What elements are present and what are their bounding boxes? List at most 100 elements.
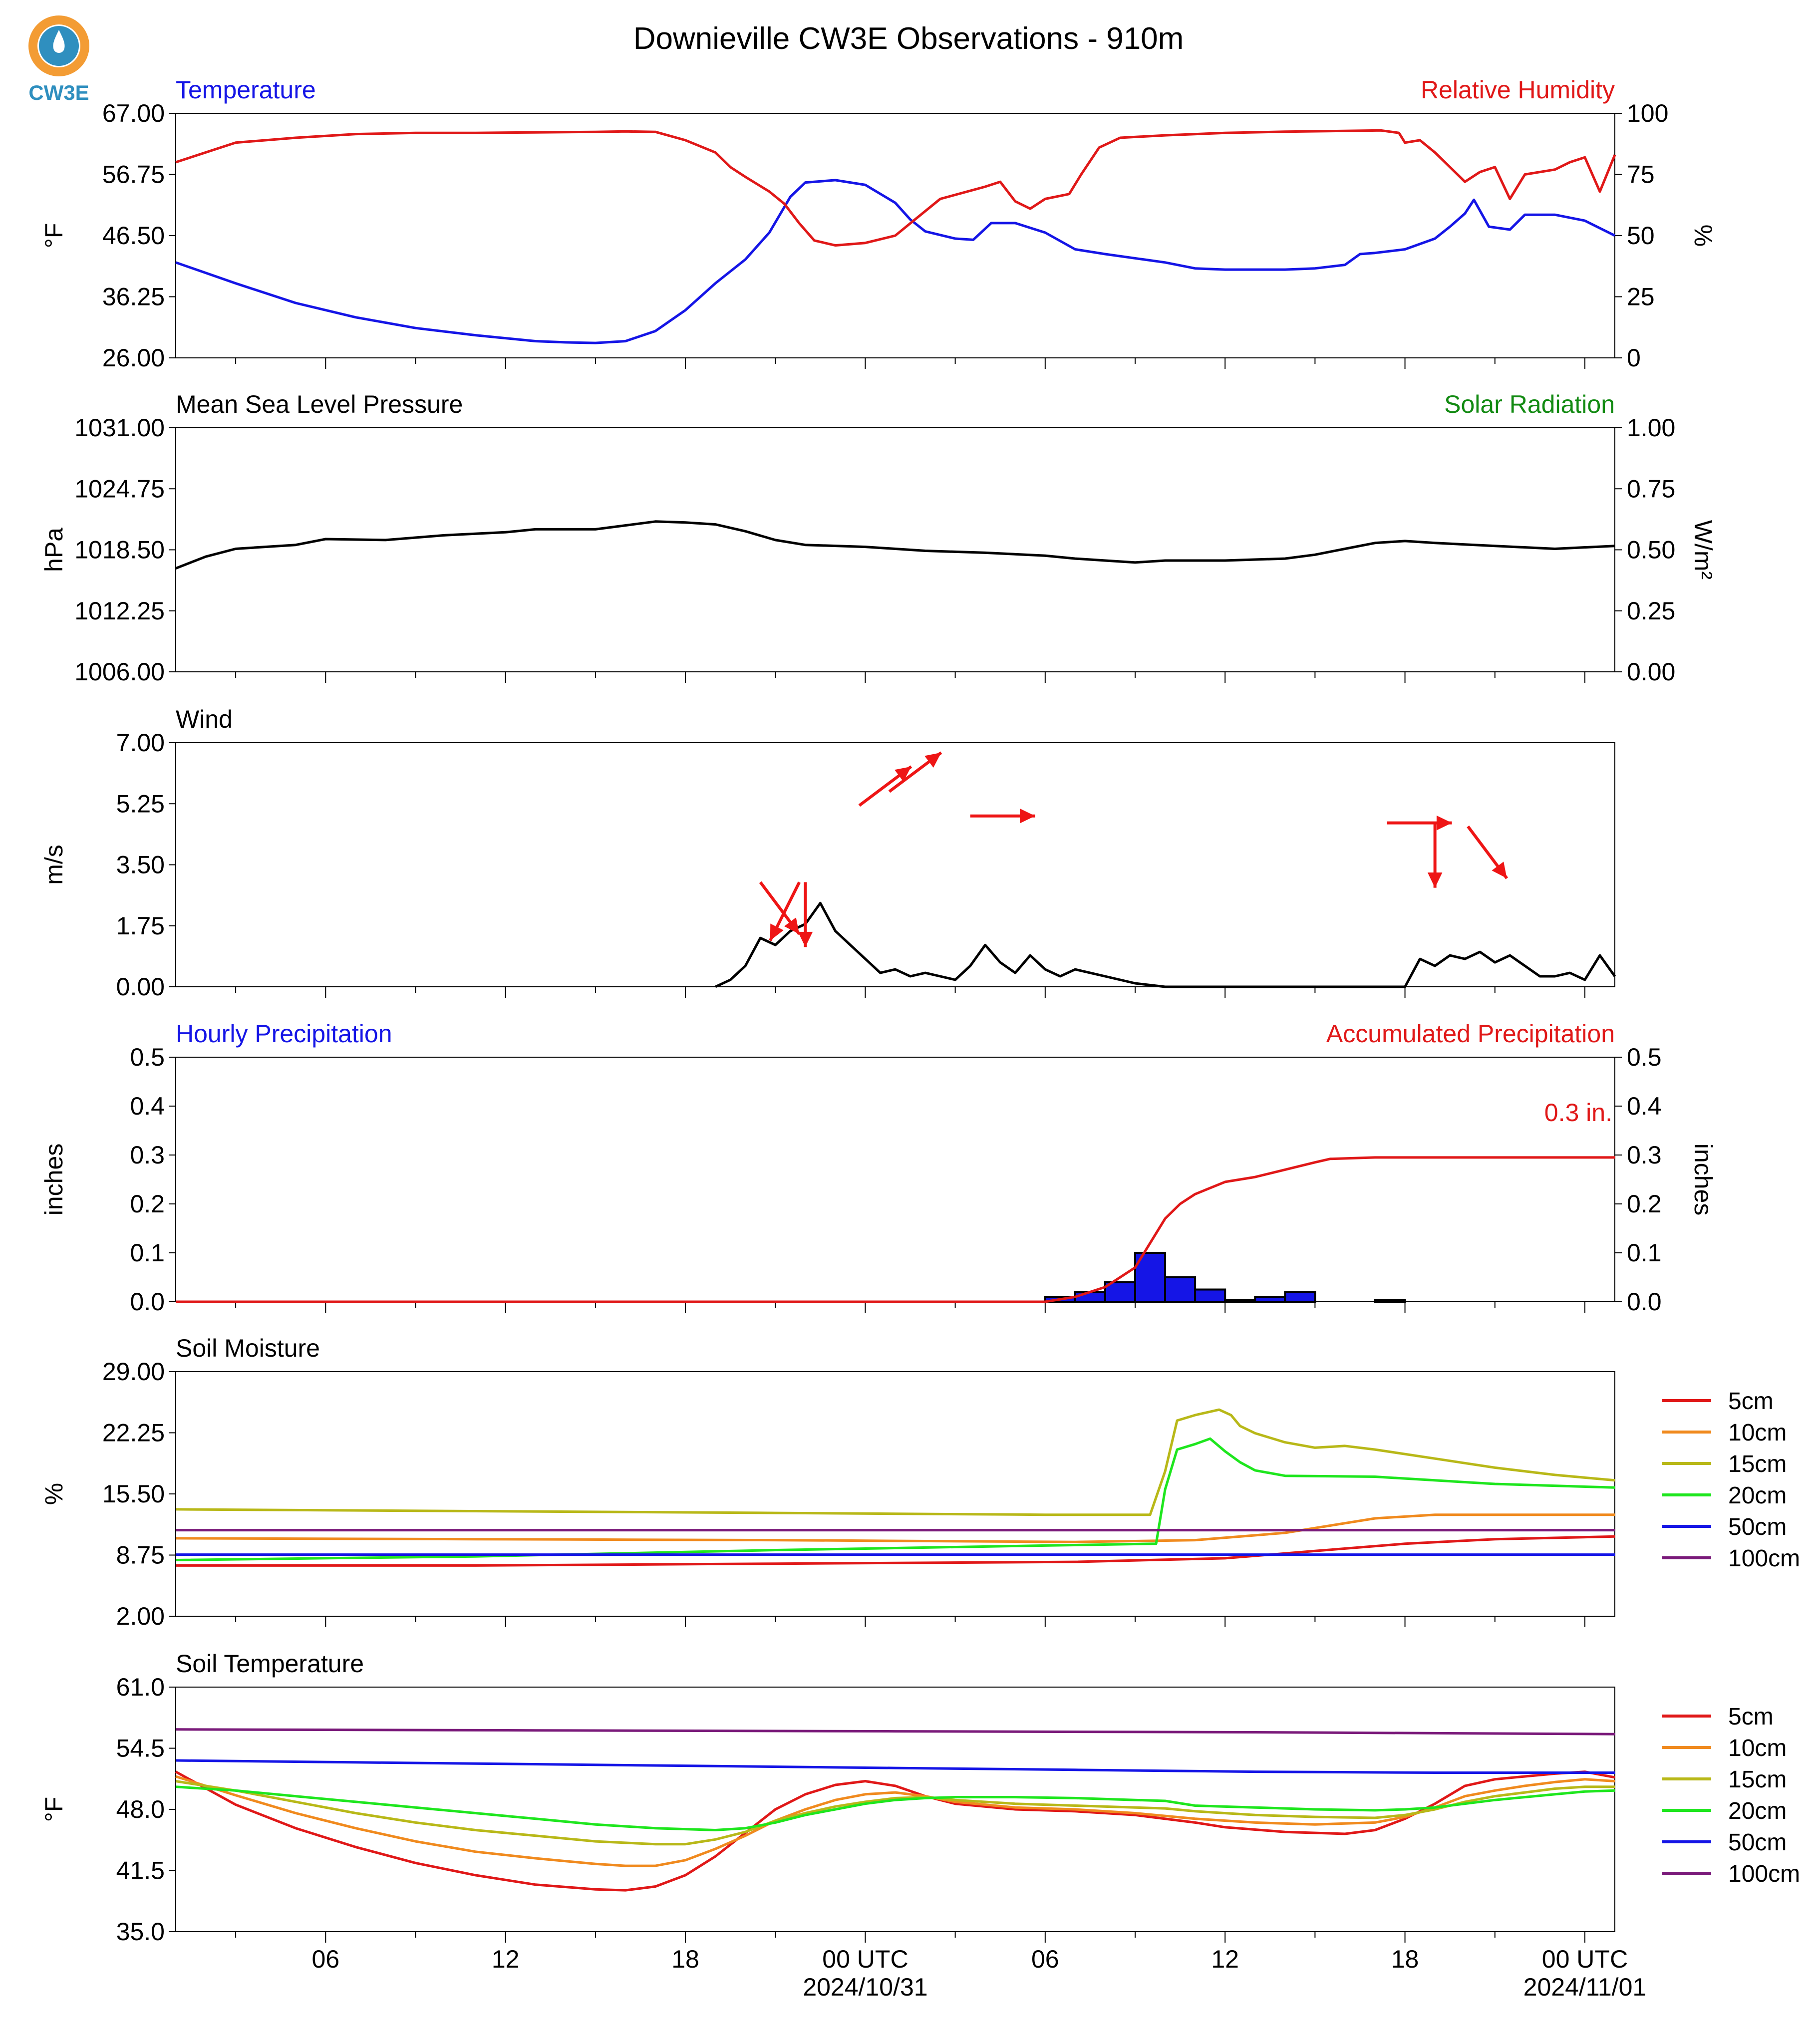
y-tick-label-left: 54.5	[116, 1735, 165, 1762]
panel-6: 35.0 41.5 48.0 54.5 61.0 °F Soil Temperature 5c…	[40, 1650, 1800, 1946]
y-tick-label-right: 100	[1627, 99, 1668, 127]
legend-label: 10cm	[1728, 1420, 1787, 1446]
legend-label: 50cm	[1728, 1514, 1787, 1540]
chart-title: Downieville CW3E Observations - 910m	[633, 21, 1184, 56]
series-line-accumulated-precipitation	[176, 1156, 1615, 1303]
y-tick-label-right: 75	[1627, 161, 1655, 189]
y-tick-label-left: 1.75	[116, 912, 165, 940]
panel-1: 26.00 36.25 46.50 56.75 67.00 0 25 50 75 100 °F % Te…	[40, 76, 1717, 372]
wind-arrow-head	[1492, 862, 1507, 878]
y-axis-label-right: inches	[1689, 1144, 1717, 1216]
legend-label: 10cm	[1728, 1735, 1787, 1761]
y-tick-label-right: 0.5	[1627, 1043, 1662, 1071]
cw3e-logo: CW3E	[24, 15, 99, 105]
panel-title-right: Solar Radiation	[1444, 390, 1615, 418]
series-line-15cm	[175, 1408, 1615, 1516]
y-tick-label-left: 0.0	[130, 1288, 165, 1316]
legend-label: 5cm	[1728, 1704, 1774, 1730]
series-line-20cm	[175, 1785, 1615, 1831]
wind-arrow-head	[1020, 808, 1035, 824]
y-tick-label-right: 0.3	[1627, 1141, 1662, 1169]
y-tick-label-left: 2.00	[116, 1602, 165, 1630]
plot-frame	[175, 1057, 1615, 1302]
series-line-mean-sea-level-pressure	[175, 520, 1615, 570]
y-tick-label-left: 29.00	[102, 1358, 165, 1386]
series-line-100cm	[175, 1728, 1615, 1736]
panel-title-left: Soil Temperature	[176, 1650, 364, 1678]
panel-title-left: Hourly Precipitation	[176, 1020, 392, 1048]
y-axis-label-left: inches	[40, 1144, 68, 1216]
legend-label: 5cm	[1728, 1388, 1774, 1415]
series-line-50cm	[175, 1759, 1615, 1774]
y-tick-label-left: 22.25	[102, 1419, 165, 1447]
wind-arrow-head	[1427, 872, 1443, 888]
wind-arrow-head	[770, 923, 784, 941]
logo-text: CW3E	[28, 81, 89, 104]
y-tick-label-right: 0.00	[1627, 658, 1675, 686]
x-tick-label: 18	[1391, 1945, 1419, 1973]
x-tick-label: 00 UTC	[1542, 1945, 1628, 1973]
precip-total-annotation: 0.3 in.	[1544, 1099, 1612, 1127]
y-axis-label-left: °F	[40, 223, 68, 249]
y-tick-label-left: 26.00	[102, 344, 165, 372]
y-tick-label-left: 0.4	[130, 1092, 165, 1120]
y-tick-label-left: 15.50	[102, 1480, 165, 1508]
y-tick-label-right: 1.00	[1627, 414, 1675, 442]
y-axis-label-left: m/s	[40, 845, 68, 885]
panel-4: 0.0 0.1 0.2 0.3 0.4 0.5 0.0 0.1 0.2 0.3 0.4 0.5 inch…	[40, 1020, 1717, 1316]
plot-frame	[175, 1371, 1615, 1617]
y-axis-label-left: °F	[40, 1797, 68, 1822]
series-line-wind	[715, 901, 1616, 988]
y-tick-label-left: 46.50	[102, 222, 165, 250]
legend-label: 15cm	[1728, 1766, 1787, 1793]
y-tick-label-left: 8.75	[116, 1541, 165, 1569]
legend-label: 15cm	[1728, 1451, 1787, 1477]
legend-label: 100cm	[1728, 1861, 1800, 1887]
panel-title-left: Mean Sea Level Pressure	[176, 390, 463, 418]
y-tick-label-left: 1031.00	[74, 414, 165, 442]
x-tick-label: 12	[492, 1945, 520, 1973]
y-axis-label-right: %	[1689, 225, 1717, 247]
y-tick-label-right: 0.0	[1627, 1288, 1662, 1316]
y-tick-label-left: 36.25	[102, 283, 165, 311]
y-tick-label-left: 1012.25	[74, 597, 165, 625]
precip-bar	[1074, 1291, 1106, 1303]
x-tick-label: 06	[312, 1945, 340, 1973]
x-date-label: 2024/10/31	[803, 1973, 927, 2001]
precip-bar	[1134, 1252, 1167, 1303]
x-tick-label: 12	[1211, 1945, 1239, 1973]
y-axis-label-left: hPa	[40, 528, 68, 572]
y-tick-label-left: 0.5	[130, 1043, 165, 1071]
wind-arrow-head	[1436, 815, 1452, 831]
y-tick-label-left: 0.2	[130, 1190, 165, 1218]
legend-label: 50cm	[1728, 1829, 1787, 1856]
y-tick-label-left: 48.0	[116, 1795, 165, 1823]
y-tick-label-right: 25	[1627, 283, 1655, 311]
precip-bar	[1254, 1296, 1286, 1303]
wind-arrow-head	[924, 752, 941, 768]
panel-2: 1006.00 1012.25 1018.50 1024.75 1031.00 0.00 0…	[40, 390, 1717, 686]
x-tick-label: 18	[671, 1945, 699, 1973]
x-date-label: 2024/11/01	[1523, 1973, 1647, 2001]
y-tick-label-right: 0.25	[1627, 597, 1675, 625]
panel-title-left: Wind	[176, 705, 233, 733]
panel-title-right: Accumulated Precipitation	[1326, 1020, 1615, 1048]
y-tick-label-right: 0.1	[1627, 1239, 1662, 1267]
series-line-20cm	[175, 1437, 1615, 1561]
y-tick-label-right: 0.75	[1627, 475, 1675, 503]
y-tick-label-left: 3.50	[116, 851, 165, 879]
plots-container: 26.00 36.25 46.50 56.75 67.00 0 25 50 75 100 °F % Te…	[40, 76, 1800, 2001]
precip-bar	[1194, 1288, 1226, 1303]
series-line-10cm	[175, 1513, 1615, 1543]
series-line-5cm	[175, 1770, 1615, 1892]
legend-label: 20cm	[1728, 1798, 1787, 1824]
y-tick-label-left: 41.5	[116, 1857, 165, 1885]
legend-label: 100cm	[1728, 1545, 1800, 1572]
y-tick-label-left: 56.75	[102, 161, 165, 189]
logo-ring	[28, 15, 89, 76]
panel-title-left: Soil Moisture	[176, 1334, 320, 1362]
series-line-5cm	[176, 1535, 1615, 1567]
y-tick-label-right: 0.2	[1627, 1190, 1662, 1218]
precip-bar	[1374, 1299, 1406, 1303]
